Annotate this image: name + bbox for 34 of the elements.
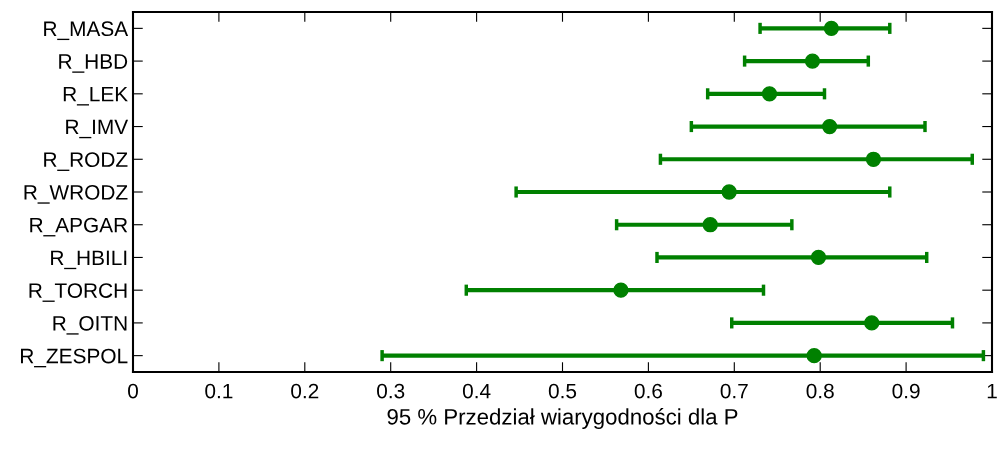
point bbox=[806, 347, 822, 364]
point bbox=[823, 20, 840, 37]
x-tick-label: 0 bbox=[128, 383, 138, 399]
point bbox=[822, 118, 838, 135]
y-tick-label: R_IMV bbox=[66, 119, 129, 139]
y-tick-label: R_APGAR bbox=[30, 217, 128, 237]
y-tick-label: R_WRODZ bbox=[24, 185, 128, 204]
point bbox=[761, 86, 778, 102]
point bbox=[702, 217, 718, 233]
y-tick-label: R_RODZ bbox=[44, 152, 128, 171]
point bbox=[721, 184, 737, 200]
y-tick-label: R_HBD bbox=[59, 54, 128, 73]
x-tick-label: 1 bbox=[987, 383, 997, 399]
point bbox=[613, 282, 629, 298]
point bbox=[804, 53, 821, 69]
point bbox=[810, 249, 827, 266]
y-tick-label: R_HBILI bbox=[51, 250, 127, 270]
point bbox=[865, 151, 882, 167]
x-tick-label: 0.1 bbox=[205, 383, 233, 399]
x-tick-label: 0.3 bbox=[377, 383, 405, 399]
y-tick-label: R_TORCH bbox=[29, 283, 127, 302]
x-tick-label: 0.4 bbox=[462, 383, 491, 399]
x-tick-label: 0.5 bbox=[548, 383, 577, 399]
x-tick-label: 0.6 bbox=[634, 383, 662, 399]
x-tick-label: 0.7 bbox=[720, 383, 748, 399]
x-tick-label: 0.2 bbox=[291, 383, 319, 399]
x-tick-label: 0.9 bbox=[892, 383, 920, 399]
point bbox=[864, 315, 880, 331]
y-tick-label: R_OITN bbox=[53, 315, 127, 335]
y-tick-label: R_ZESPOL bbox=[21, 348, 128, 368]
y-tick-label: R_LEK bbox=[63, 87, 128, 106]
x-tick-label: 0.8 bbox=[806, 383, 834, 399]
y-tick-label: R_MASA bbox=[44, 21, 129, 41]
x-axis-title: 95 % Przedział wiarygodności dla P bbox=[387, 408, 738, 430]
